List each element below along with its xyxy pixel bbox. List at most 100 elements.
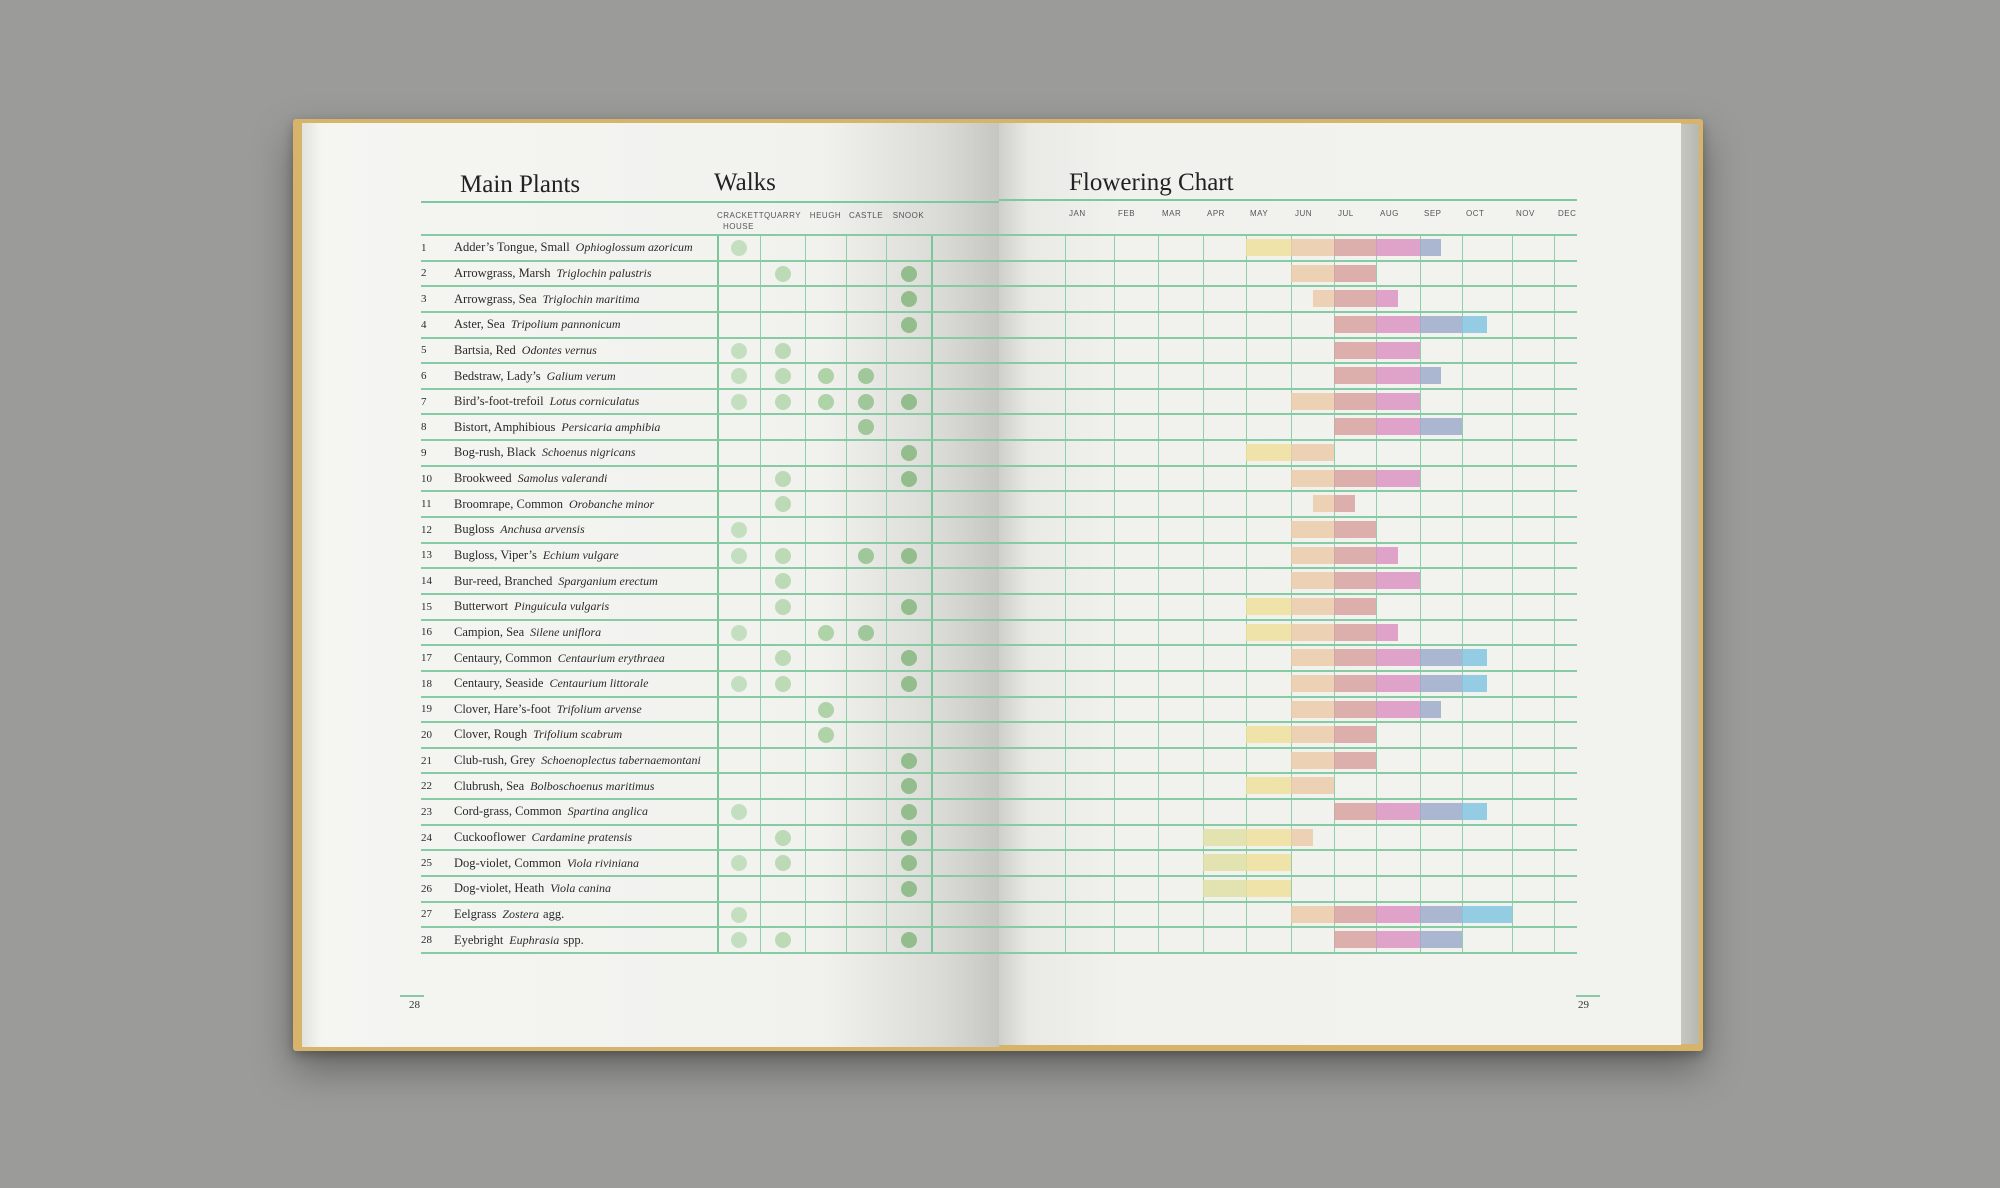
plant-name: Cord-grass, Common Spartina anglica: [454, 804, 648, 819]
flowering-row: [0, 645, 2000, 671]
plant-name: Clover, Hare’s-foot Trifolium arvense: [454, 702, 642, 717]
row-number: 15: [421, 600, 432, 613]
plant-row: 1 Adder’s Tongue, Small Ophioglossum azori…: [421, 235, 999, 261]
common-name: Butterwort: [454, 599, 509, 614]
flowering-row: [0, 773, 2000, 799]
walk-dot: [774, 573, 791, 590]
walk-dot: [900, 675, 917, 692]
flowering-bar-jun: [1291, 649, 1334, 667]
walk-dot: [730, 342, 747, 359]
plant-row: 25 Dog-violet, Common Viola riviniana: [421, 850, 999, 876]
flowering-row: [0, 927, 2000, 953]
row-divider: [421, 798, 999, 801]
common-name: Club-rush, Grey: [454, 753, 536, 768]
walk-dot: [900, 650, 917, 667]
flowering-bar-jun: [1291, 521, 1334, 539]
month-header-apr: APR: [1207, 209, 1225, 218]
walk-dot: [900, 752, 917, 769]
plant-row: 8 Bistort, Amphibious Persicaria amphibia: [421, 414, 999, 440]
common-name: Clubrush, Sea: [454, 778, 525, 793]
row-divider: [999, 336, 1577, 339]
flowering-bar-jun: [1291, 239, 1334, 256]
flowering-bar-oct: [1462, 803, 1487, 821]
row-divider: [421, 695, 999, 698]
row-divider: [999, 875, 1577, 877]
walk-dot: [730, 675, 747, 692]
latin-name: Lotus corniculatus: [549, 394, 640, 409]
latin-name: Triglochin maritima: [542, 291, 640, 306]
flowering-bar-jul: [1334, 597, 1376, 615]
walk-dot: [730, 855, 747, 872]
flowering-bar-jul: [1334, 623, 1376, 641]
row-divider: [421, 541, 999, 544]
flowering-bar-jul: [1334, 546, 1376, 564]
walk-dot: [730, 624, 747, 641]
flowering-row: [0, 261, 2000, 287]
row-divider: [999, 823, 1577, 826]
row-number: 27: [421, 908, 432, 921]
walk-dot: [817, 624, 834, 641]
walk-header-heugh: HEUGH: [809, 211, 842, 220]
plant-name: Bugloss, Viper’s Echium vulgare: [454, 548, 619, 563]
latin-name: Samolus valerandi: [517, 471, 608, 486]
walk-dot: [900, 829, 917, 846]
plant-row: 9 Bog-rush, Black Schoenus nigricans: [421, 440, 999, 466]
latin-name: Centaurium littorale: [549, 676, 649, 691]
flowering-row: [0, 466, 2000, 492]
flowering-row: [0, 671, 2000, 697]
plant-row: 16 Campion, Sea Silene uniflora: [421, 620, 999, 646]
row-divider: [421, 772, 999, 775]
flowering-bar-jul: [1334, 649, 1376, 667]
flowering-bar-sep: [1420, 649, 1462, 667]
flowering-row: [0, 902, 2000, 928]
flowering-row: [0, 568, 2000, 594]
walk-dot: [900, 598, 917, 615]
plant-row: 26 Dog-violet, Heath Viola canina: [421, 876, 999, 902]
walk-dot: [774, 547, 791, 564]
walk-dot: [774, 932, 791, 949]
plant-row: 20 Clover, Rough Trifolium scabrum: [421, 722, 999, 748]
row-divider: [421, 644, 999, 647]
month-header-dec: DEC: [1558, 209, 1577, 218]
flowering-bar-jul: [1334, 726, 1376, 744]
row-divider: [421, 875, 999, 877]
row-number: 16: [421, 626, 432, 639]
walk-dot: [900, 393, 917, 410]
flowering-bar-jun: [1291, 572, 1334, 590]
plant-name: Arrowgrass, Sea Triglochin maritima: [454, 292, 640, 307]
latin-name: Silene uniflora: [530, 624, 602, 639]
latin-name: Echium vulgare: [542, 547, 619, 562]
header-rule: [421, 201, 999, 203]
flowering-bar-sep: [1420, 367, 1441, 385]
plant-row: 28 Eyebright Euphrasia spp.: [421, 927, 999, 953]
flowering-bar-jul: [1334, 341, 1376, 359]
flowering-bar-aug: [1376, 469, 1420, 487]
common-name: Adder’s Tongue, Small: [454, 240, 570, 255]
row-divider: [421, 490, 999, 493]
common-name: Bur-reed, Branched: [454, 573, 553, 588]
page-number-rule: [1576, 995, 1600, 997]
plant-row: 10 Brookweed Samolus valerandi: [421, 466, 999, 492]
row-divider: [999, 721, 1577, 724]
flowering-bar-jul: [1334, 700, 1376, 718]
flowering-bar-may: [1246, 726, 1291, 744]
flowering-bar-sep: [1420, 315, 1462, 333]
row-divider: [999, 798, 1577, 801]
walk-dot: [774, 829, 791, 846]
walk-dot: [774, 368, 791, 385]
walk-dot: [730, 932, 747, 949]
flowering-bar-jul: [1334, 469, 1376, 487]
row-divider: [421, 413, 999, 416]
flowering-bar-jun: [1312, 290, 1334, 308]
month-header-mar: MAR: [1162, 209, 1182, 218]
walk-dot: [730, 240, 747, 256]
plant-name: Clover, Rough Trifolium scabrum: [454, 727, 622, 742]
walk-dot: [900, 881, 917, 897]
walk-dot: [774, 675, 791, 692]
row-divider: [999, 669, 1577, 672]
walk-dot: [817, 727, 834, 744]
flowering-bar-aug: [1376, 803, 1420, 821]
flowering-bar-jun: [1291, 597, 1334, 615]
flowering-bar-aug: [1376, 418, 1420, 436]
row-number: 25: [421, 857, 432, 870]
